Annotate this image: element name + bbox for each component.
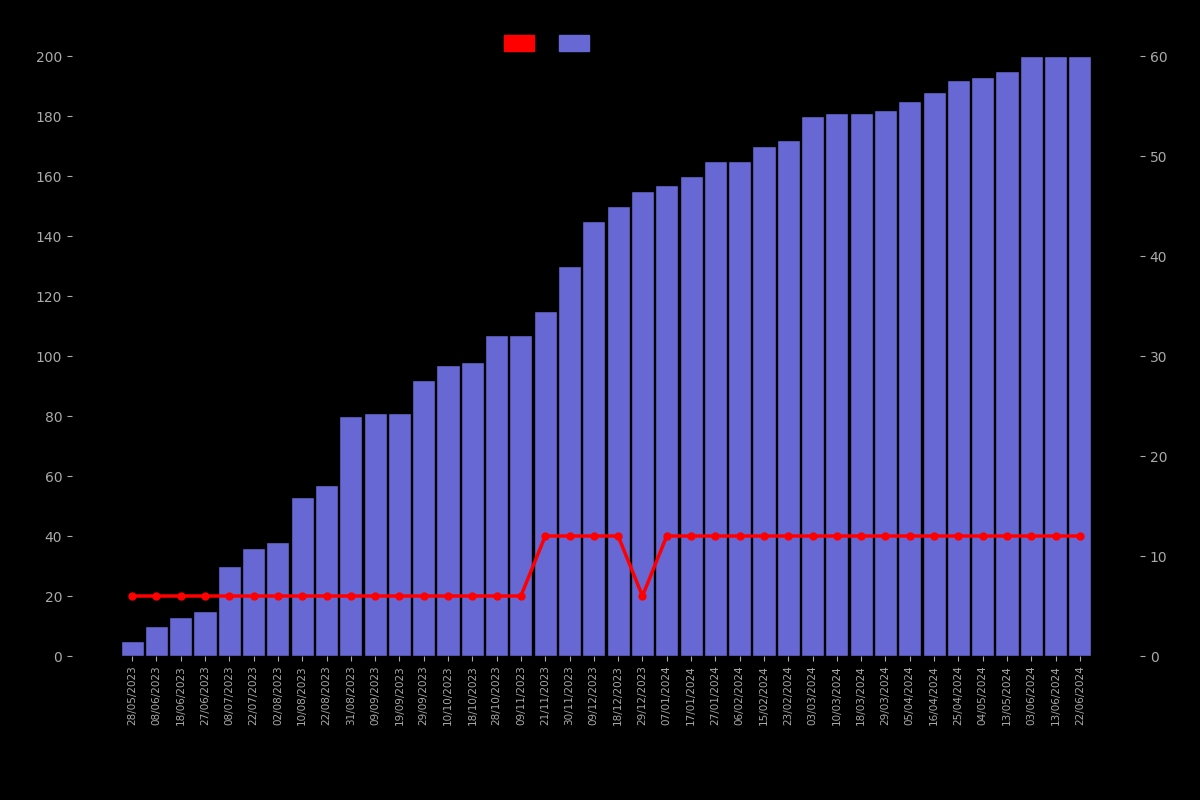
Bar — [923, 92, 946, 656]
Bar — [388, 413, 410, 656]
Bar — [193, 611, 216, 656]
Bar — [1044, 56, 1067, 656]
Bar — [558, 266, 581, 656]
Bar — [850, 113, 872, 656]
Bar — [266, 542, 289, 656]
Bar — [631, 191, 654, 656]
Bar — [340, 416, 362, 656]
Bar — [826, 113, 848, 656]
Bar — [412, 380, 436, 656]
Bar — [437, 365, 460, 656]
Bar — [607, 206, 630, 656]
Bar — [145, 626, 168, 656]
Bar — [461, 362, 484, 656]
Bar — [874, 110, 898, 656]
Bar — [776, 140, 800, 656]
Bar — [679, 176, 703, 656]
Bar — [364, 413, 386, 656]
Bar — [120, 641, 144, 656]
Bar — [704, 161, 727, 656]
Bar — [728, 161, 751, 656]
Bar — [485, 335, 508, 656]
Bar — [996, 71, 1019, 656]
Bar — [217, 566, 241, 656]
Bar — [802, 116, 824, 656]
Bar — [971, 77, 995, 656]
Bar — [169, 617, 192, 656]
Bar — [1020, 56, 1043, 656]
Bar — [752, 146, 775, 656]
Bar — [509, 335, 533, 656]
Bar — [314, 485, 338, 656]
Bar — [290, 497, 313, 656]
Bar — [582, 221, 605, 656]
Bar — [1068, 56, 1092, 656]
Bar — [534, 311, 557, 656]
Bar — [947, 80, 970, 656]
Bar — [899, 101, 922, 656]
Legend: , : , — [499, 30, 606, 56]
Bar — [242, 548, 265, 656]
Bar — [655, 185, 678, 656]
